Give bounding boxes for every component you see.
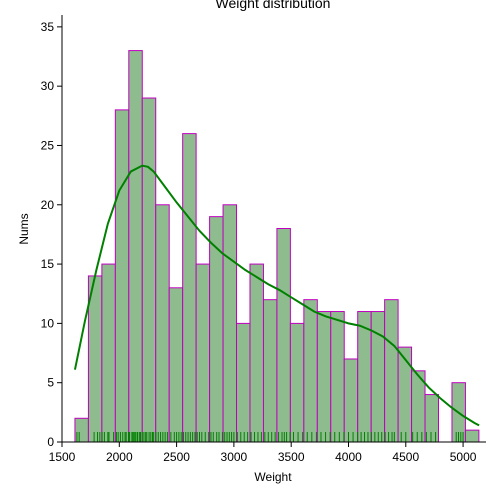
- x-tick-label: 4000: [335, 450, 362, 464]
- y-tick-label: 20: [41, 198, 55, 212]
- histogram-bar: [304, 300, 317, 442]
- histogram-bar: [385, 300, 398, 442]
- histogram-bar: [358, 312, 371, 442]
- histogram-bar: [465, 430, 478, 442]
- y-tick-label: 30: [41, 79, 55, 93]
- y-tick-label: 0: [47, 435, 54, 449]
- histogram-bar: [142, 98, 155, 442]
- x-tick-label: 3500: [278, 450, 305, 464]
- histogram-bar: [115, 110, 128, 442]
- x-tick-label: 3000: [221, 450, 248, 464]
- histogram-bar: [156, 205, 169, 442]
- histogram-bar: [425, 395, 438, 442]
- histogram-bar: [183, 134, 196, 442]
- x-tick-label: 2000: [106, 450, 133, 464]
- histogram-bar: [169, 288, 182, 442]
- histogram-bar: [102, 264, 115, 442]
- histogram-bar: [250, 264, 263, 442]
- y-axis-label: Nums: [17, 213, 31, 244]
- histogram-bars: [75, 51, 479, 442]
- chart-title: Weight distribution: [216, 0, 331, 11]
- histogram-bar: [344, 359, 357, 442]
- x-tick-label: 5000: [450, 450, 477, 464]
- x-axis-ticks: 1500 2000 2500 3000 3500 4000 4500 5000: [49, 442, 477, 464]
- histogram-bar: [290, 323, 303, 442]
- histogram-bar: [277, 229, 290, 443]
- x-tick-label: 4500: [392, 450, 419, 464]
- x-tick-label: 2500: [163, 450, 190, 464]
- histogram-bar: [263, 300, 276, 442]
- y-tick-label: 5: [47, 376, 54, 390]
- histogram-bar: [237, 323, 250, 442]
- x-tick-label: 1500: [49, 450, 76, 464]
- y-tick-label: 25: [41, 138, 55, 152]
- y-axis-ticks: 0 5 10 15 20 25 30 35: [41, 20, 62, 449]
- y-tick-label: 35: [41, 20, 55, 34]
- histogram-bar: [210, 217, 223, 442]
- histogram-bar: [331, 312, 344, 442]
- y-tick-label: 10: [41, 316, 55, 330]
- histogram-bar: [317, 312, 330, 442]
- histogram-bar: [196, 264, 209, 442]
- y-tick-label: 15: [41, 257, 55, 271]
- histogram-bar: [223, 205, 236, 442]
- histogram-bar: [398, 347, 411, 442]
- histogram-bar: [129, 51, 142, 442]
- x-axis-label: Weight: [254, 470, 292, 484]
